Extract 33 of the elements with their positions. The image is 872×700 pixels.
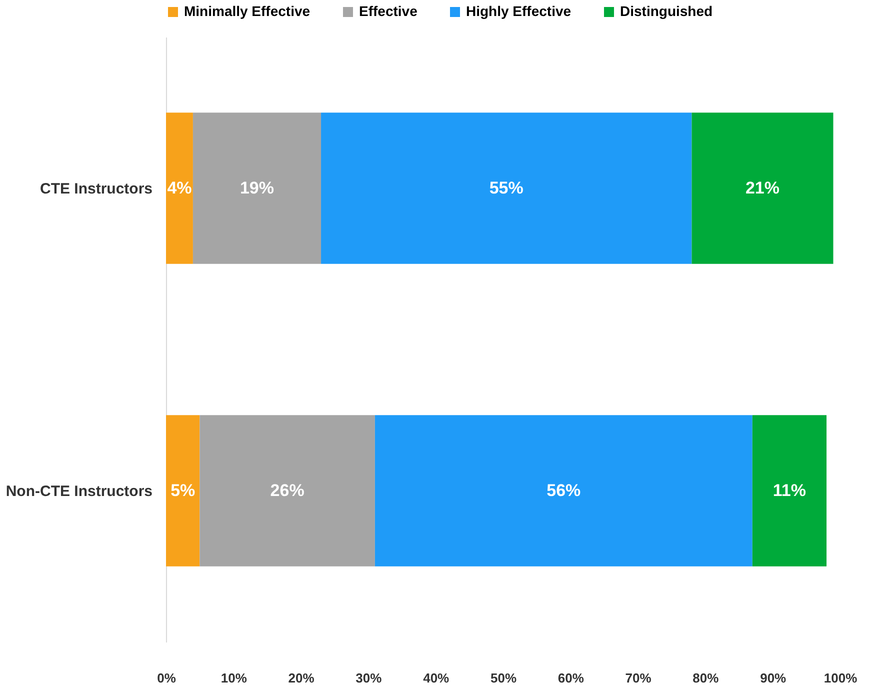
- x-tick-label: 20%: [288, 670, 315, 686]
- data-label: 5%: [170, 480, 196, 500]
- legend-label: Distinguished: [620, 3, 713, 19]
- data-label: 21%: [745, 178, 780, 198]
- data-label: 11%: [772, 480, 806, 500]
- data-label: 26%: [270, 480, 304, 500]
- x-tick-label: 100%: [824, 670, 858, 686]
- x-tick-label: 30%: [356, 670, 382, 686]
- x-tick-label: 80%: [692, 670, 720, 686]
- bar: [166, 112, 193, 264]
- y-tick-label: CTE Instructors: [40, 180, 152, 198]
- bar: [166, 415, 200, 566]
- bar: [752, 415, 827, 566]
- x-tick-label: 50%: [490, 670, 517, 686]
- x-tick-label: 70%: [625, 670, 652, 686]
- bar: [374, 415, 752, 566]
- data-label: 55%: [489, 178, 524, 198]
- data-label: 19%: [240, 178, 274, 198]
- x-tick-label: 10%: [220, 670, 248, 686]
- bar: [192, 112, 322, 264]
- legend-label: Effective: [359, 3, 418, 19]
- bar: [321, 112, 692, 264]
- data-label: 4%: [167, 178, 192, 198]
- legend-label: Highly Effective: [466, 3, 572, 19]
- bar: [692, 112, 834, 264]
- legend-label: Minimally Effective: [184, 3, 310, 19]
- y-tick-label: Non-CTE Instructors: [6, 482, 152, 500]
- x-tick-label: 60%: [558, 670, 584, 686]
- x-tick-label: 0%: [157, 670, 176, 686]
- x-tick-label: 90%: [760, 670, 787, 686]
- data-label: 56%: [546, 480, 581, 500]
- bar: [200, 415, 375, 566]
- x-tick-label: 40%: [423, 670, 450, 686]
